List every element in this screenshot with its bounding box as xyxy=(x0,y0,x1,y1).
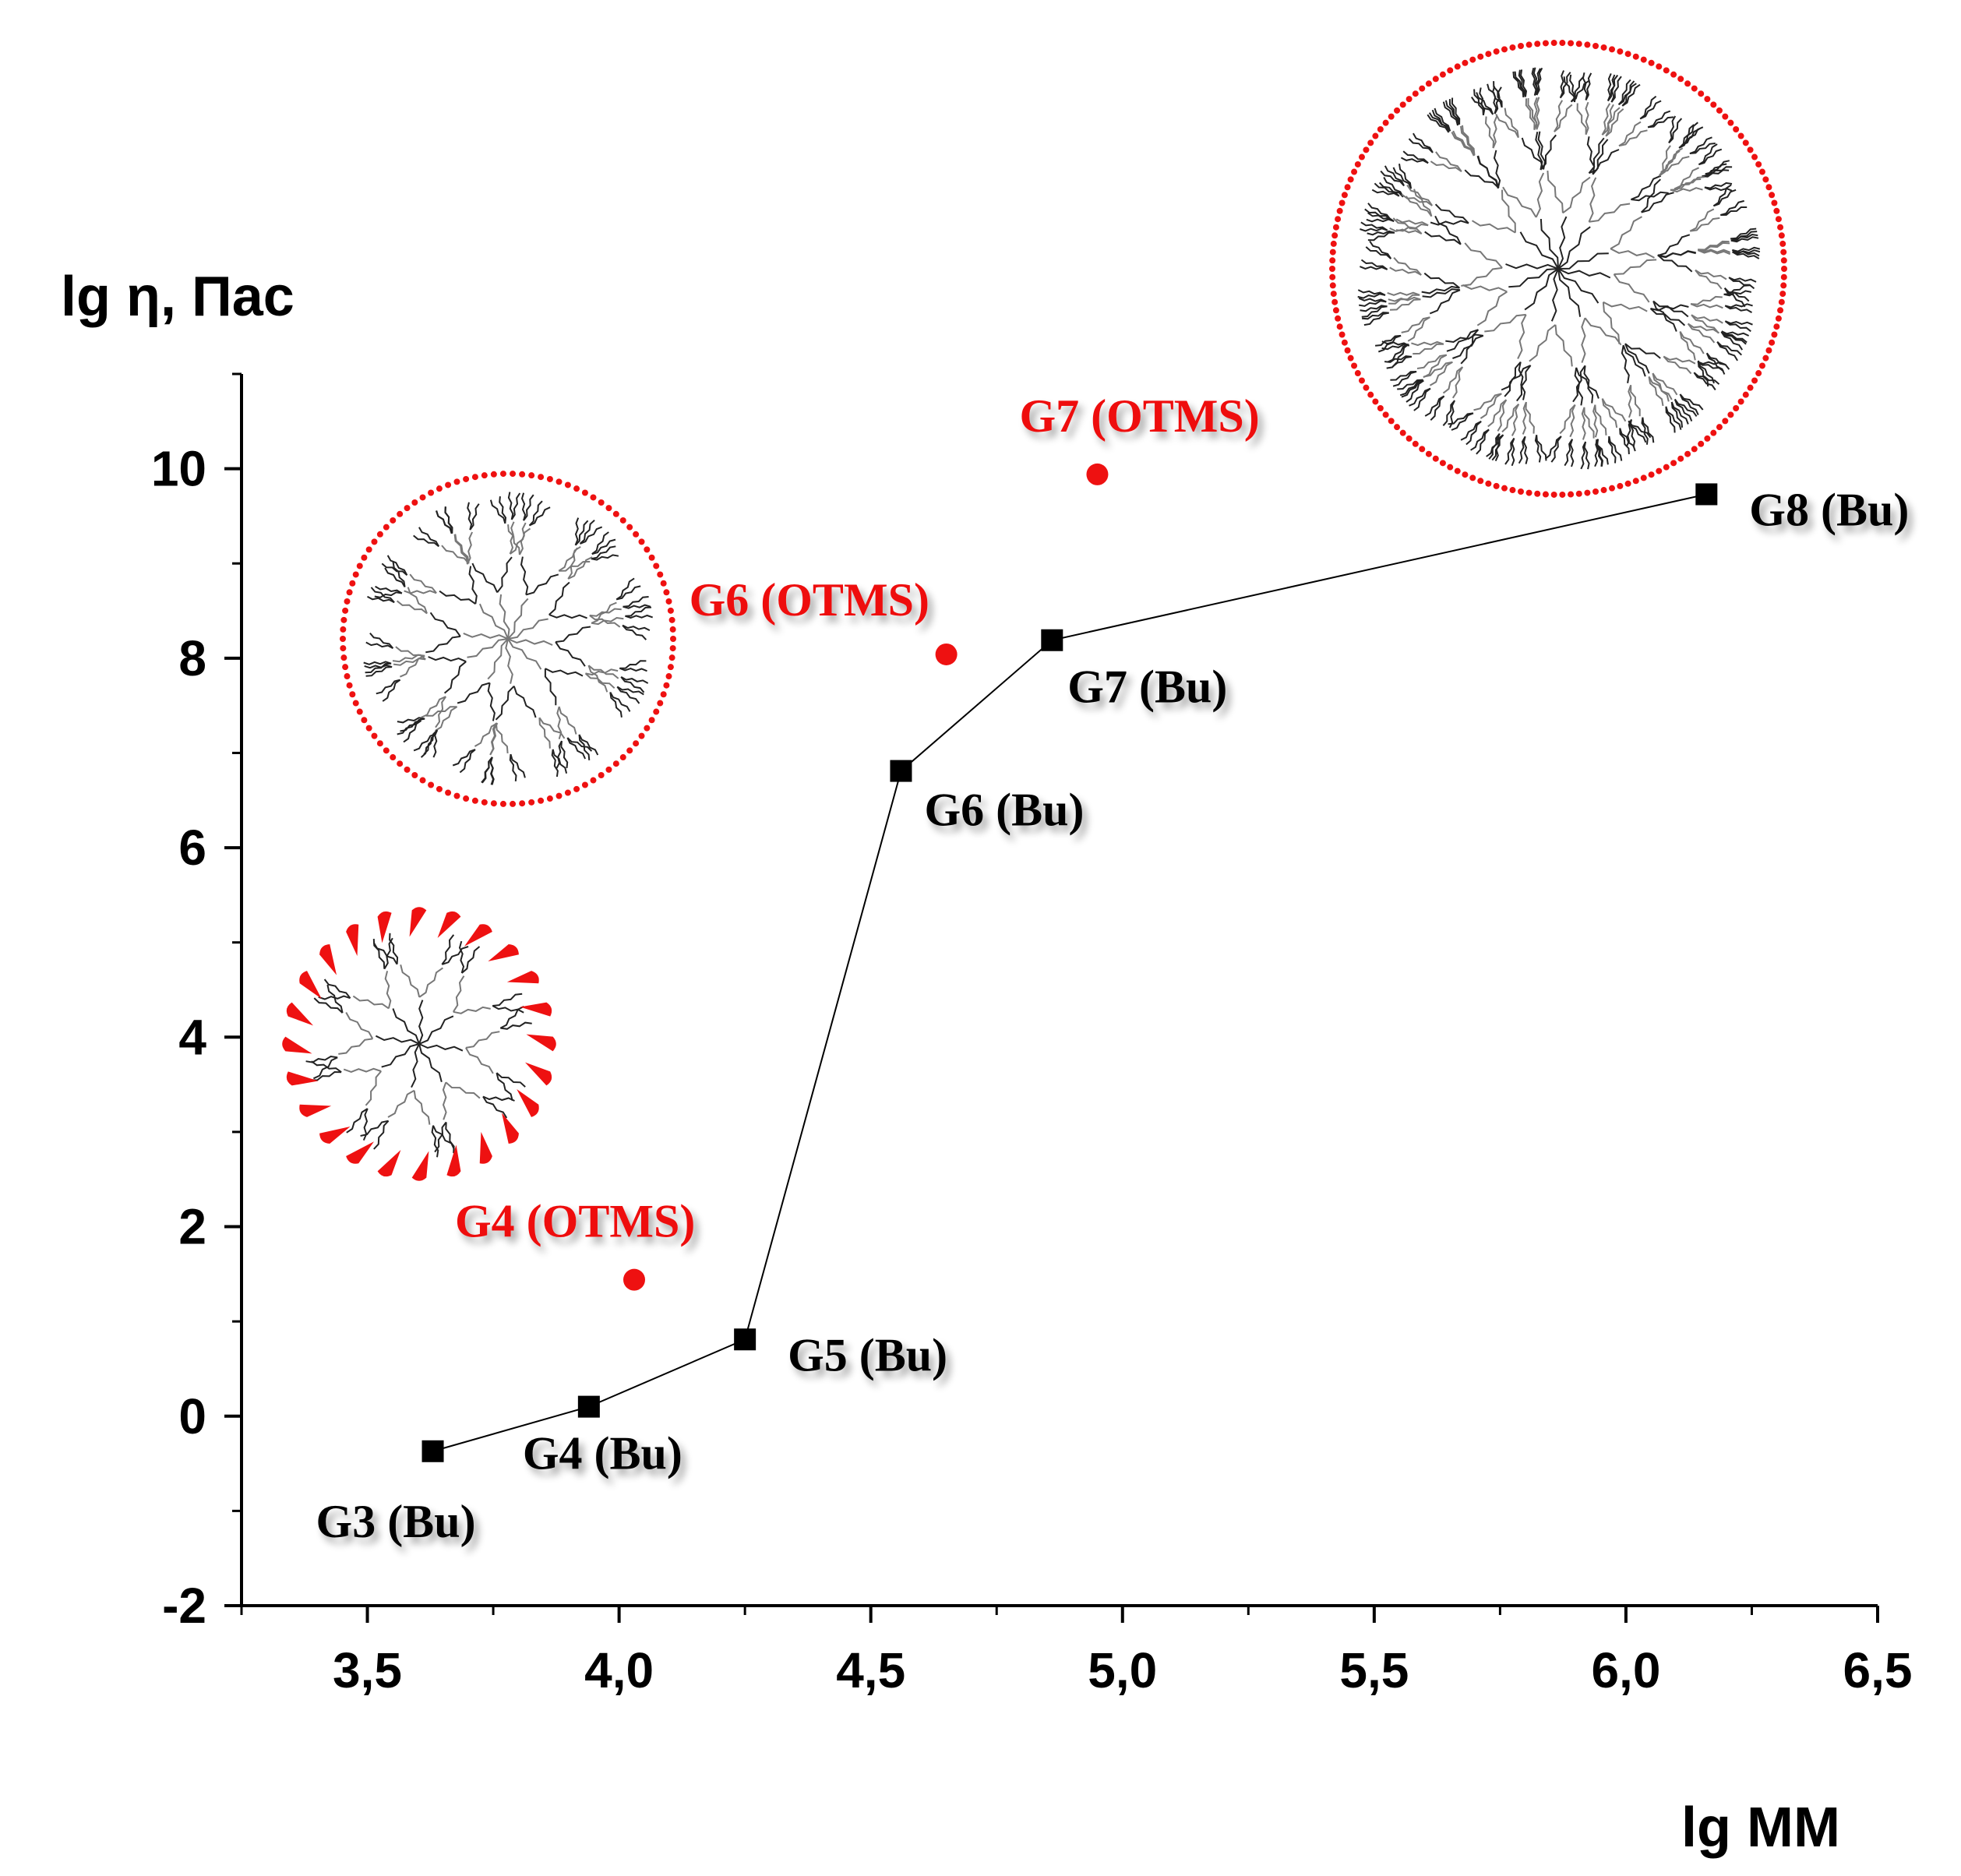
y-axis-title: lg η, Пас xyxy=(61,266,295,328)
data-point-square xyxy=(421,1440,444,1462)
small-dendrimer-illustration xyxy=(282,907,556,1181)
x-tick-label: 4,0 xyxy=(584,1642,654,1698)
data-point-square xyxy=(1695,483,1718,506)
point-label: G5 (Bu) xyxy=(788,1329,947,1381)
y-tick-label: 6 xyxy=(178,820,206,876)
data-point-square xyxy=(890,760,912,782)
data-point-circle xyxy=(1086,463,1109,485)
data-point-square xyxy=(1041,629,1063,651)
point-label: G8 (Bu) xyxy=(1749,484,1909,535)
x-tick-label: 4,5 xyxy=(836,1642,905,1698)
x-axis-title: lg MM xyxy=(1681,1797,1840,1859)
x-tick-label: 3,5 xyxy=(333,1642,402,1698)
y-tick-label: 0 xyxy=(178,1388,206,1444)
point-label: G7 (OTMS) xyxy=(1019,390,1259,442)
data-point-square xyxy=(734,1328,757,1351)
x-tick-label: 5,5 xyxy=(1339,1642,1409,1698)
point-label: G7 (Bu) xyxy=(1067,661,1227,713)
y-tick-label: 10 xyxy=(151,441,206,497)
y-tick-label: 8 xyxy=(178,630,206,686)
y-tick-label: -2 xyxy=(162,1578,206,1634)
data-point-circle xyxy=(623,1268,645,1291)
x-tick-label: 5,0 xyxy=(1088,1642,1157,1698)
y-tick-label: 4 xyxy=(178,1009,206,1065)
data-point-square xyxy=(577,1395,600,1418)
point-label: G6 (Bu) xyxy=(924,785,1084,836)
series-line-bu xyxy=(432,493,1707,1452)
point-label: G3 (Bu) xyxy=(316,1496,476,1547)
large-dendrimer-illustration xyxy=(1329,40,1787,498)
x-tick-label: 6,5 xyxy=(1843,1642,1913,1698)
point-label: G4 (OTMS) xyxy=(455,1196,695,1247)
point-label: G4 (Bu) xyxy=(523,1428,682,1479)
x-tick-label: 6,0 xyxy=(1591,1642,1660,1698)
data-point-circle xyxy=(935,643,958,665)
point-label: G6 (OTMS) xyxy=(690,574,929,626)
y-tick-label: 2 xyxy=(178,1199,206,1255)
medium-dendrimer-illustration xyxy=(340,471,676,807)
